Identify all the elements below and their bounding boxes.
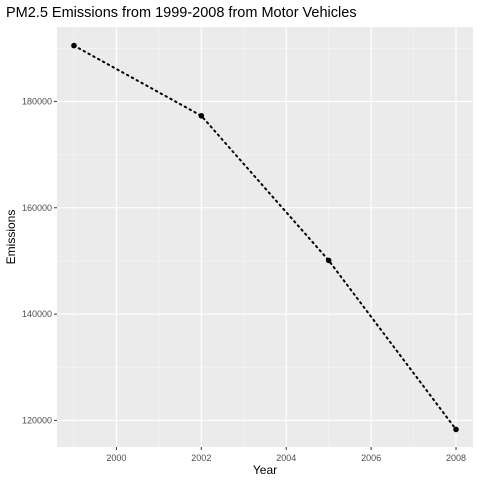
- grid-layer: [57, 27, 473, 447]
- data-point: [198, 112, 205, 119]
- y-axis: 120000 140000 160000 180000: [22, 96, 57, 425]
- y-tick-label: 120000: [22, 415, 52, 425]
- plot-panel: [57, 27, 473, 447]
- y-tick-label: 140000: [22, 309, 52, 319]
- y-tick-label: 160000: [22, 203, 52, 213]
- data-point: [453, 426, 459, 433]
- chart-title: PM2.5 Emissions from 1999-2008 from Moto…: [6, 5, 357, 21]
- data-point: [325, 257, 332, 264]
- series-line: [72, 44, 458, 431]
- x-tick-label: 2008: [446, 453, 466, 463]
- x-tick-label: 2000: [106, 453, 126, 463]
- data-point: [71, 42, 77, 49]
- y-tick-label: 180000: [22, 96, 52, 106]
- x-axis: 2000 2002 2004 2006 2008: [106, 447, 466, 463]
- x-tick-label: 2004: [276, 453, 296, 463]
- series-layer: [71, 42, 459, 433]
- y-axis-title: Emissions: [4, 210, 18, 265]
- x-axis-title: Year: [253, 463, 277, 477]
- x-tick-label: 2006: [361, 453, 381, 463]
- x-tick-label: 2002: [191, 453, 211, 463]
